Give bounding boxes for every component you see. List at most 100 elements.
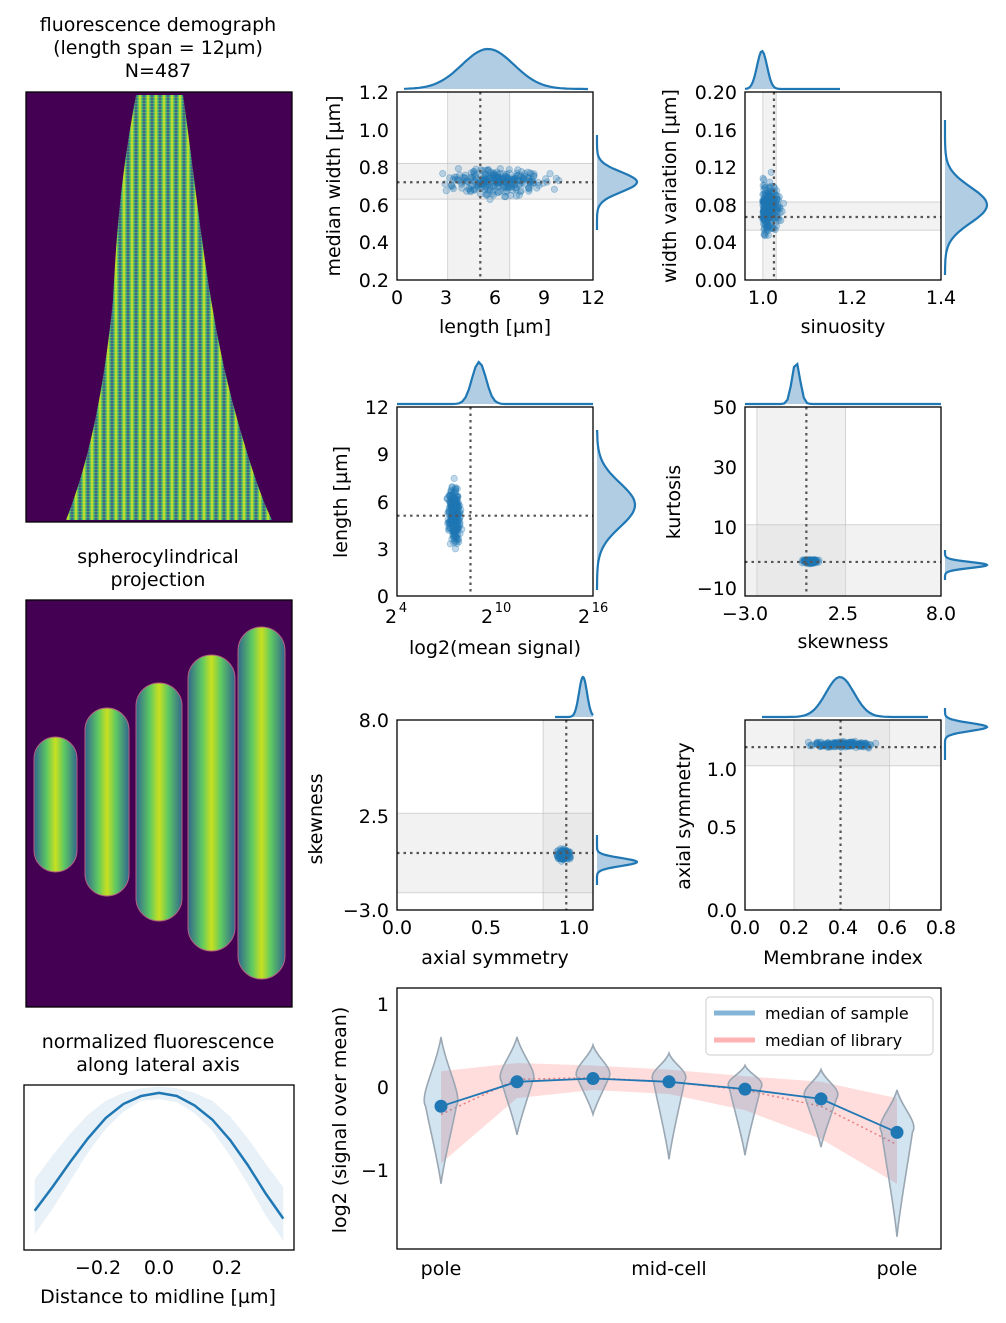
data-point [450,474,458,483]
data-point [761,224,769,232]
data-point [463,187,471,195]
data-point [456,171,464,179]
data-point [773,192,781,200]
data-point [779,199,788,207]
svg-text:4: 4 [399,601,407,616]
data-point [452,525,460,533]
data-point [566,852,574,860]
data-point [807,557,815,565]
data-point [451,496,459,504]
data-point [524,173,532,181]
data-point [496,165,504,173]
data-point [495,182,503,191]
data-point [451,505,459,513]
data-point [501,172,510,180]
data-point [502,170,511,178]
data-point [533,184,541,192]
sample-median-point [510,1075,524,1089]
data-point [556,853,565,862]
data-point [761,184,769,192]
data-point [760,205,768,213]
data-point [450,518,458,526]
data-point [558,849,567,858]
data-point [557,847,565,855]
data-point [456,502,464,510]
data-point [501,173,509,181]
data-point [494,188,503,197]
data-point [448,528,457,536]
data-point [485,179,493,188]
data-point [449,515,457,524]
data-point [481,170,489,178]
data-point [765,204,773,212]
profile-legend: median of sample median of library [705,996,934,1056]
data-point [511,184,520,192]
sinuosity-panel: 0.00 0.04 0.08 0.12 0.16 0.20 1.0 1.2 1.… [659,49,989,338]
data-point [764,206,772,214]
data-point [763,187,772,195]
data-point [526,169,534,177]
data-point [454,502,462,511]
data-point [446,497,455,505]
data-point [760,206,768,214]
data-point [455,515,464,523]
data-point [499,183,507,192]
data-point [454,526,462,534]
data-point [454,504,462,512]
width-frame [396,91,594,281]
data-point [453,492,461,500]
data-point [759,196,767,204]
membrane-panel: 0.0 0.5 1.0 0.0 0.2 0.4 0.6 0.8 Membrane… [673,675,989,969]
data-point [812,740,820,748]
data-point [761,207,769,216]
y-marginal-kde [943,708,989,760]
data-point [454,535,463,543]
data-point [448,491,456,499]
data-point [778,207,786,216]
data-point [447,488,455,496]
data-point [452,537,460,546]
data-point [766,198,774,206]
x-iqr-band [542,719,594,911]
signal-ytick-label: 9 [377,444,389,466]
width-ytick-label: 0.6 [359,195,389,217]
sinuosity-ytick-label: 0.04 [695,232,737,254]
data-point [760,181,769,189]
data-point [454,518,462,526]
data-point [813,739,821,747]
data-point [762,224,771,232]
sinuosity-ytick-label: 0.12 [695,157,737,179]
projected-cell-5 [237,626,286,980]
data-point [507,183,516,191]
data-point [761,197,769,205]
data-point [508,186,517,194]
data-point [849,738,857,747]
data-point [512,186,520,194]
width-panel: 0.2 0.4 0.6 0.8 1.0 1.2 0 3 6 9 12 lengt… [323,47,639,338]
data-point [458,525,466,533]
data-point [448,508,457,517]
data-point [524,184,533,192]
data-point [841,740,849,748]
data-point [470,178,479,186]
data-point [765,191,773,199]
lateral-xtick-label: 0.0 [144,1257,174,1279]
data-point [485,183,494,191]
data-point [450,507,459,515]
data-point [766,198,775,207]
signal-xtick-label: 2 10 [481,601,511,628]
signal-panel: 0 3 6 9 12 2 4 2 10 2 16 log2(mean signa… [330,360,637,659]
svg-text:10: 10 [495,601,512,616]
data-point [760,198,768,207]
data-point [451,517,460,525]
kurtosis-ytick-label: −10 [697,578,737,600]
data-point [450,534,458,542]
data-point [484,166,492,174]
data-point [542,175,550,183]
data-point [765,204,773,212]
data-point [767,198,775,206]
data-point [446,500,454,508]
data-point [446,540,455,548]
data-point [514,171,523,179]
data-point [535,181,543,189]
